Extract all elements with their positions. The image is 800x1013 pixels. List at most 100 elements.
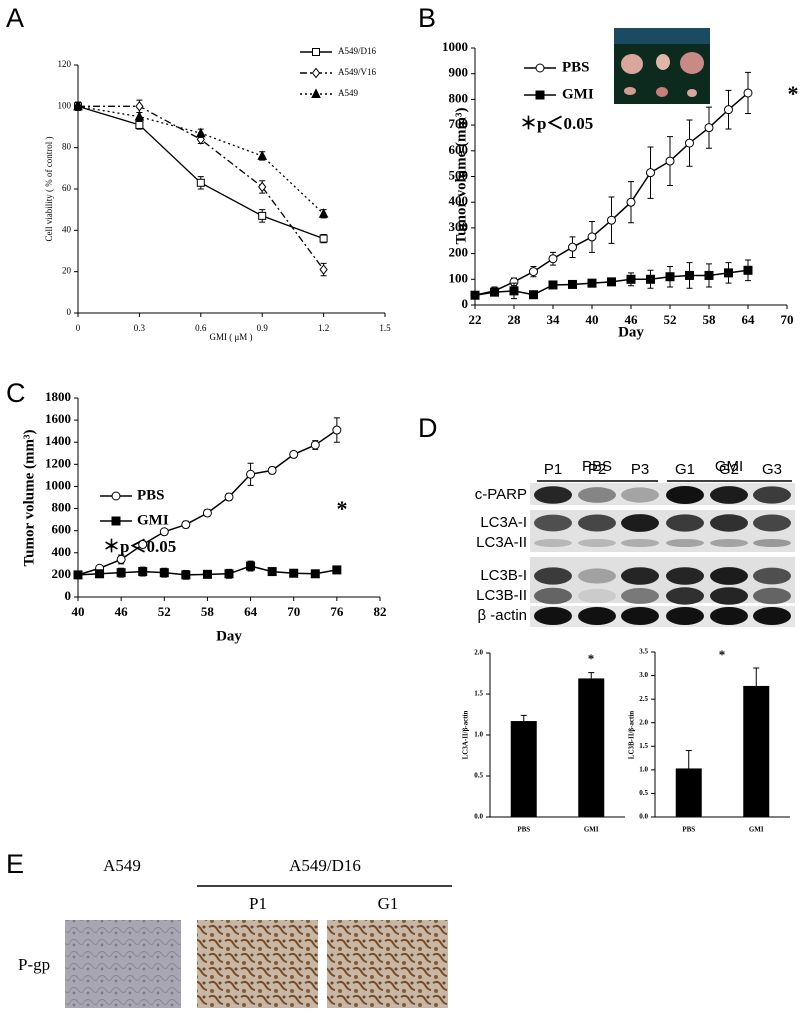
marker [181, 570, 191, 580]
legend-label: GMI [137, 512, 169, 528]
y-tick-label: 0 [462, 296, 469, 311]
marker [134, 111, 145, 121]
marker [724, 268, 733, 278]
group-label: PBS [582, 458, 612, 475]
marker [202, 569, 212, 579]
band [621, 487, 659, 503]
marker [319, 234, 328, 243]
marker [568, 242, 577, 252]
panel-label: C [6, 378, 26, 408]
marker [529, 267, 538, 277]
x-tick-label: 1.5 [379, 323, 391, 333]
marker [289, 568, 299, 578]
annotation: * [719, 647, 726, 662]
band [534, 567, 572, 585]
band [621, 567, 659, 585]
x-axis-title: GMI ( μM ) [209, 332, 252, 342]
y-tick-label: 0.5 [639, 789, 648, 797]
marker [289, 449, 299, 459]
y-tick-label: 300 [449, 219, 469, 234]
error-bar [685, 750, 692, 769]
legend-label: A549/V16 [338, 67, 376, 77]
column-label: A549 [103, 856, 141, 875]
x-tick-label: 46 [115, 604, 129, 619]
marker [318, 208, 329, 218]
x-tick-label: 34 [547, 312, 561, 327]
panel-label: A [6, 3, 24, 33]
x-tick-label: 52 [158, 604, 171, 619]
legend-label: GMI [562, 86, 594, 102]
band [666, 486, 704, 504]
marker [159, 527, 169, 537]
y-tick-label: 500 [449, 167, 469, 182]
marker [535, 63, 545, 73]
y-tick-label: 600 [449, 142, 469, 157]
marker [159, 568, 169, 578]
lane-label: P3 [631, 461, 649, 478]
marker [724, 105, 733, 115]
band [666, 567, 704, 585]
row-label: c-PARP [475, 486, 527, 503]
marker [258, 211, 267, 220]
band [621, 588, 659, 604]
x-tick-label: 70 [287, 604, 300, 619]
y-tick-label: 200 [449, 245, 469, 260]
band [578, 568, 616, 584]
bar [675, 768, 702, 817]
histology-images [65, 885, 452, 1008]
marker [224, 569, 234, 579]
y-tick-label: 80 [62, 142, 72, 152]
marker [181, 520, 191, 530]
marker [258, 181, 267, 193]
annotation: * [337, 496, 348, 521]
marker [202, 508, 212, 518]
panel-label: D [418, 413, 438, 443]
band [753, 486, 791, 504]
x-tick-label: 46 [625, 312, 639, 327]
x-tick-label: 52 [664, 312, 677, 327]
legend-label: A549/D16 [338, 46, 376, 56]
y-axis-title: LC3B-II/β-actin [628, 711, 636, 760]
marker [509, 286, 519, 296]
band [753, 514, 791, 532]
marker [196, 178, 205, 187]
y-tick-label: 1600 [45, 411, 71, 426]
band [534, 486, 572, 504]
y-tick-label: 0 [67, 307, 72, 317]
marker [332, 565, 342, 575]
band [666, 607, 704, 625]
marker [587, 278, 597, 288]
band [753, 607, 791, 625]
y-tick-label: 1000 [45, 477, 71, 492]
western-blot [530, 480, 795, 627]
x-tick-label: 58 [703, 312, 717, 327]
marker [529, 290, 538, 300]
x-tick-label: 64 [742, 312, 756, 327]
panel-label: B [418, 3, 436, 33]
lane-label: P2 [588, 461, 606, 478]
x-tick-label: 82 [374, 604, 387, 619]
y-tick-label: 100 [58, 100, 72, 110]
y-tick-label: 120 [58, 59, 72, 69]
y-tick-label: 1000 [442, 39, 468, 54]
marker [310, 569, 320, 579]
y-tick-label: 800 [52, 500, 72, 515]
band [578, 607, 616, 625]
band [710, 514, 748, 532]
marker [626, 274, 636, 284]
y-tick-label: 400 [52, 544, 72, 559]
y-tick-label: 1.5 [474, 690, 483, 698]
marker [195, 127, 206, 138]
column-label: A549/D16 [289, 856, 361, 875]
marker [116, 554, 126, 564]
band [666, 587, 704, 605]
y-tick-label: 2.0 [639, 718, 648, 726]
marker [95, 569, 105, 579]
marker [257, 150, 268, 160]
series-line [474, 92, 749, 296]
lane-label: G1 [675, 461, 695, 478]
annotation: * [788, 81, 799, 106]
row-label: LC3A-II [476, 534, 527, 551]
y-axis-title: LC3A-II/β-actin [462, 711, 470, 760]
marker [535, 90, 545, 100]
